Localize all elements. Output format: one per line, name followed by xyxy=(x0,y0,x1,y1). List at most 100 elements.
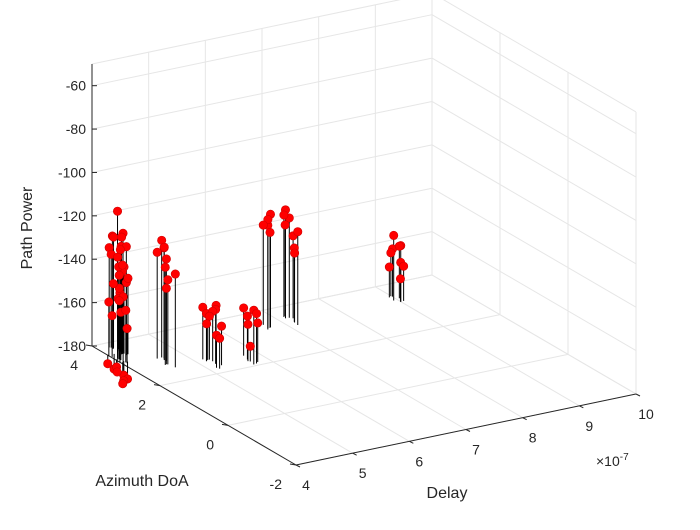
floor-gridline-y xyxy=(227,353,569,426)
x-tick-mark xyxy=(579,405,584,409)
x-exponent-power: -7 xyxy=(620,452,629,463)
x-tick-label: 5 xyxy=(359,465,367,481)
data-point xyxy=(108,279,118,289)
side-wall-gridline-z xyxy=(431,274,637,395)
data-point xyxy=(114,270,124,280)
data-point xyxy=(114,296,124,306)
back-wall-gridline-z xyxy=(91,57,433,130)
box-top-edge xyxy=(91,0,401,65)
data-point xyxy=(123,273,133,283)
data-point xyxy=(109,232,119,242)
data-point xyxy=(280,220,290,230)
data-point xyxy=(204,311,214,321)
y-axis-line xyxy=(91,345,297,466)
x-tick-mark xyxy=(352,452,357,456)
x-tick-mark xyxy=(295,464,301,468)
data-point xyxy=(215,333,225,343)
data-point xyxy=(159,242,169,252)
marker-layer xyxy=(103,205,409,389)
data-point xyxy=(384,262,394,272)
y-tick-mark xyxy=(221,423,229,426)
x-tick-label: 6 xyxy=(415,453,423,469)
data-point xyxy=(104,297,114,307)
z-tick-label: -120 xyxy=(58,208,86,224)
y-tick-label: 0 xyxy=(206,436,214,452)
side-wall-gridline-z xyxy=(431,101,637,221)
data-point xyxy=(117,260,127,270)
x-tick-mark xyxy=(635,393,641,397)
x-axis-label: Delay xyxy=(427,485,468,502)
x-tick-label: 7 xyxy=(472,442,480,458)
data-point xyxy=(113,206,123,216)
data-point xyxy=(386,248,396,258)
y-tick-mark xyxy=(289,463,297,466)
y-tick-label: -2 xyxy=(270,476,283,492)
data-point xyxy=(107,311,117,321)
side-wall-gridline-z xyxy=(431,144,637,265)
data-point xyxy=(122,324,132,334)
z-tick-label: -160 xyxy=(58,295,86,311)
x-tick-mark xyxy=(522,417,527,421)
data-point xyxy=(293,227,303,237)
z-tick-label: -100 xyxy=(58,164,86,180)
data-point xyxy=(253,318,263,328)
floor-gridline-y xyxy=(159,314,501,387)
floor-gridline-x xyxy=(375,286,580,407)
data-point xyxy=(395,274,405,284)
data-point xyxy=(243,319,253,329)
z-tick-label: -180 xyxy=(58,338,86,354)
x-exponent-label: ×10-7 xyxy=(596,452,629,469)
grid-layer xyxy=(91,0,637,466)
data-point xyxy=(290,248,300,258)
x-tick-label: 8 xyxy=(529,430,537,446)
data-point xyxy=(117,232,127,242)
data-point xyxy=(103,359,113,369)
data-point xyxy=(394,241,404,251)
data-point xyxy=(113,252,123,262)
data-point xyxy=(265,227,275,237)
y-tick-mark xyxy=(85,344,93,347)
label-layer: Path Power Azimuth DoA Delay ×10-7 xyxy=(19,186,629,502)
side-wall-gridline-z xyxy=(431,187,637,308)
data-point xyxy=(170,269,180,279)
back-wall-gridline-z xyxy=(91,100,433,173)
side-wall-gridline-z xyxy=(431,231,637,352)
data-point xyxy=(217,321,227,331)
back-wall-gridline-z xyxy=(91,274,433,347)
z-tick-label: -140 xyxy=(58,251,86,267)
data-point xyxy=(399,261,409,271)
x-tick-label: 9 xyxy=(585,418,593,434)
x-tick-label: 4 xyxy=(302,477,310,493)
data-point xyxy=(239,303,249,313)
data-point xyxy=(161,254,171,264)
data-point xyxy=(258,220,268,230)
x-exponent-base: ×10 xyxy=(596,453,620,469)
y-tick-label: 2 xyxy=(138,397,146,413)
back-wall-gridline-z xyxy=(91,231,433,304)
data-point xyxy=(160,262,170,272)
side-wall-gridline-z xyxy=(431,14,637,135)
z-axis-label: Path Power xyxy=(19,186,36,269)
side-wall-gridline-z xyxy=(431,57,637,178)
x-tick-mark xyxy=(465,429,471,432)
axis-layer: 4 5 6 7 8 9 10 -2 0 2 4 -180 -160 -140 -120 -100 -80 -60 xyxy=(58,64,654,493)
floor-gridline-x xyxy=(148,333,353,454)
data-point xyxy=(115,245,125,255)
box-top-edge xyxy=(443,0,637,113)
stem-layer xyxy=(107,209,405,384)
back-wall-gridline-z xyxy=(91,144,433,217)
z-tick-label: -60 xyxy=(66,78,86,94)
data-point xyxy=(152,247,162,257)
data-point xyxy=(112,367,122,377)
data-point xyxy=(163,275,173,285)
data-point xyxy=(389,230,399,240)
data-point xyxy=(252,309,262,319)
floor-gridline-x xyxy=(318,298,523,419)
y-tick-mark xyxy=(153,384,161,387)
data-point xyxy=(121,305,131,315)
data-point xyxy=(114,283,124,293)
data-point xyxy=(118,379,128,389)
data-point xyxy=(245,341,255,351)
